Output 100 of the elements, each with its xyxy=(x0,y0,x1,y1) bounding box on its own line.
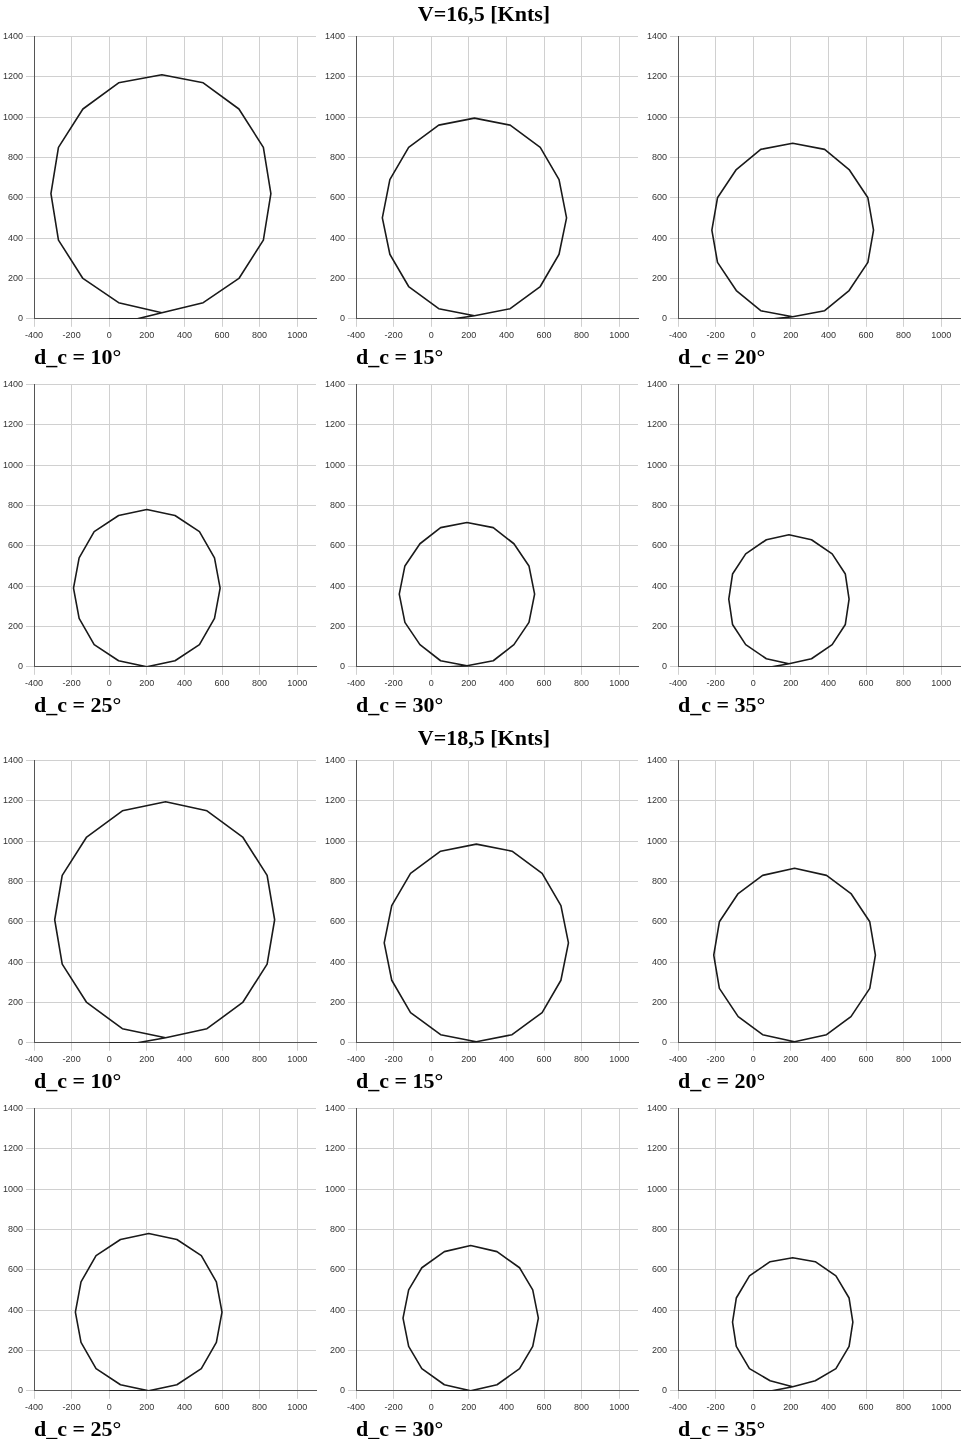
y-tick-label: 200 xyxy=(651,620,668,631)
y-tick-label: 1000 xyxy=(646,1183,668,1194)
x-tick-label: 0 xyxy=(428,677,434,688)
x-tick-label: 600 xyxy=(214,1401,230,1412)
x-tick-label: 400 xyxy=(820,1053,836,1064)
x-tick-label: -400 xyxy=(25,1053,44,1064)
x-tick-label: -400 xyxy=(25,1401,44,1412)
x-tick-label: 800 xyxy=(252,1053,268,1064)
y-tick-label: 0 xyxy=(662,661,668,672)
y-tick-label: 1400 xyxy=(2,1102,24,1113)
y-tick-label: 600 xyxy=(7,916,24,927)
y-tick-label: 400 xyxy=(329,956,346,967)
x-tick-label: -200 xyxy=(62,1401,81,1412)
x-tick-label: 800 xyxy=(896,329,912,340)
x-tick-label: 800 xyxy=(574,1053,590,1064)
x-tick-label: 800 xyxy=(896,1401,912,1412)
y-tick-label: 0 xyxy=(340,1037,346,1048)
chart-title: V=18,5 [Knts] xyxy=(416,724,552,752)
x-tick-label: 200 xyxy=(461,1401,477,1412)
x-tick-label: 400 xyxy=(176,1401,192,1412)
x-tick-label: 1000 xyxy=(287,1053,308,1064)
x-tick-label: 600 xyxy=(536,329,552,340)
x-axis-title: d_c = 15° xyxy=(356,1068,444,1094)
x-tick-label: -200 xyxy=(384,329,403,340)
y-tick-label: 0 xyxy=(18,1385,24,1396)
x-tick-label: 600 xyxy=(536,1401,552,1412)
x-tick-label: 1000 xyxy=(931,1401,952,1412)
x-tick-label: 600 xyxy=(858,1053,874,1064)
y-tick-label: 1000 xyxy=(2,1183,24,1194)
y-tick-label: 600 xyxy=(329,540,346,551)
y-tick-label: 0 xyxy=(662,1037,668,1048)
y-tick-label: 1200 xyxy=(324,1143,346,1154)
y-tick-label: 600 xyxy=(651,1264,668,1275)
x-axis-title: d_c = 30° xyxy=(356,692,444,718)
x-tick-label: 600 xyxy=(214,677,230,688)
y-tick-label: 0 xyxy=(662,313,668,324)
y-tick-label: 800 xyxy=(7,151,24,162)
x-axis-title: d_c = 20° xyxy=(678,344,766,370)
x-tick-label: 600 xyxy=(536,677,552,688)
y-tick-label: 1000 xyxy=(324,459,346,470)
x-tick-label: 0 xyxy=(750,1053,756,1064)
y-tick-label: 400 xyxy=(7,956,24,967)
x-tick-label: 600 xyxy=(214,1053,230,1064)
y-tick-label: 400 xyxy=(329,580,346,591)
y-tick-label: 800 xyxy=(651,875,668,886)
x-tick-label: 1000 xyxy=(287,1401,308,1412)
y-tick-label: 1200 xyxy=(2,1143,24,1154)
y-tick-label: 1400 xyxy=(646,378,668,389)
y-tick-label: 1000 xyxy=(2,459,24,470)
x-tick-label: 1000 xyxy=(287,677,308,688)
x-tick-label: 0 xyxy=(750,677,756,688)
x-axis-title: d_c = 10° xyxy=(34,344,122,370)
x-axis-title: d_c = 25° xyxy=(34,1416,122,1439)
x-tick-label: -400 xyxy=(347,677,366,688)
x-tick-label: 1000 xyxy=(931,1053,952,1064)
x-tick-label: -400 xyxy=(669,1053,688,1064)
x-axis-title: d_c = 10° xyxy=(34,1068,122,1094)
y-tick-label: 1400 xyxy=(324,754,346,765)
y-tick-label: 800 xyxy=(651,499,668,510)
x-tick-label: -200 xyxy=(62,329,81,340)
x-tick-label: 1000 xyxy=(931,329,952,340)
x-tick-label: -400 xyxy=(25,677,44,688)
y-tick-label: 200 xyxy=(329,996,346,1007)
y-tick-label: 1400 xyxy=(2,754,24,765)
x-tick-label: 600 xyxy=(858,1401,874,1412)
y-tick-label: 800 xyxy=(651,1223,668,1234)
x-tick-label: -400 xyxy=(347,1401,366,1412)
y-tick-label: 1000 xyxy=(2,111,24,122)
x-axis-title: d_c = 15° xyxy=(356,344,444,370)
y-tick-label: 1400 xyxy=(646,30,668,41)
y-tick-label: 800 xyxy=(651,151,668,162)
x-tick-label: 1000 xyxy=(931,677,952,688)
x-tick-label: 800 xyxy=(896,1053,912,1064)
x-tick-label: -400 xyxy=(347,329,366,340)
x-tick-label: 0 xyxy=(750,1401,756,1412)
y-tick-label: 200 xyxy=(7,1344,24,1355)
x-tick-label: 800 xyxy=(252,1401,268,1412)
x-tick-label: 600 xyxy=(536,1053,552,1064)
x-tick-label: 0 xyxy=(428,329,434,340)
y-tick-label: 1200 xyxy=(646,795,668,806)
x-tick-label: 200 xyxy=(783,1401,799,1412)
y-tick-label: 400 xyxy=(651,232,668,243)
x-tick-label: 800 xyxy=(574,1401,590,1412)
x-tick-label: 0 xyxy=(750,329,756,340)
y-tick-label: 1400 xyxy=(324,378,346,389)
y-tick-label: 200 xyxy=(651,272,668,283)
x-tick-label: 800 xyxy=(574,677,590,688)
y-tick-label: 1400 xyxy=(2,30,24,41)
x-tick-label: -400 xyxy=(669,677,688,688)
x-tick-label: 0 xyxy=(106,329,112,340)
x-tick-label: 200 xyxy=(783,329,799,340)
x-tick-label: -200 xyxy=(384,1401,403,1412)
y-tick-label: 600 xyxy=(329,192,346,203)
x-tick-label: 600 xyxy=(858,677,874,688)
y-tick-label: 1000 xyxy=(324,835,346,846)
x-tick-label: 400 xyxy=(820,677,836,688)
x-tick-label: 200 xyxy=(461,677,477,688)
y-tick-label: 0 xyxy=(340,661,346,672)
x-tick-label: 400 xyxy=(820,1401,836,1412)
y-tick-label: 0 xyxy=(18,1037,24,1048)
